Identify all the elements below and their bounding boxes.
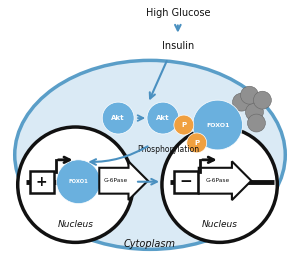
Circle shape: [174, 115, 194, 135]
Circle shape: [187, 133, 207, 153]
Text: High Glucose: High Glucose: [146, 8, 210, 18]
Text: +: +: [36, 175, 47, 189]
Text: −: −: [179, 174, 192, 189]
Text: Cytoplasm: Cytoplasm: [124, 239, 176, 249]
Text: Nucleus: Nucleus: [202, 220, 238, 229]
FancyBboxPatch shape: [174, 171, 198, 193]
Text: P: P: [181, 122, 186, 128]
Text: Akt: Akt: [156, 115, 170, 121]
Circle shape: [102, 102, 134, 134]
Circle shape: [162, 127, 277, 242]
Text: Insulin: Insulin: [162, 42, 194, 51]
Circle shape: [241, 86, 258, 104]
Text: G-6Pase: G-6Pase: [104, 178, 128, 183]
Circle shape: [254, 91, 271, 109]
Circle shape: [147, 102, 179, 134]
Circle shape: [18, 127, 133, 242]
Text: FOXO1: FOXO1: [68, 179, 88, 184]
Text: FOXO1: FOXO1: [206, 123, 230, 127]
Text: Akt: Akt: [111, 115, 125, 121]
FancyBboxPatch shape: [99, 161, 148, 200]
Text: P: P: [194, 140, 199, 146]
Text: Nucleus: Nucleus: [57, 220, 93, 229]
Text: Phosphorylation: Phosphorylation: [137, 146, 199, 154]
Ellipse shape: [15, 60, 285, 249]
Circle shape: [248, 114, 266, 132]
FancyBboxPatch shape: [30, 171, 53, 193]
FancyBboxPatch shape: [199, 161, 251, 200]
Text: G-6Pase: G-6Pase: [206, 178, 230, 183]
Circle shape: [193, 100, 242, 150]
Circle shape: [232, 93, 250, 111]
Circle shape: [56, 160, 100, 204]
Circle shape: [245, 103, 263, 121]
